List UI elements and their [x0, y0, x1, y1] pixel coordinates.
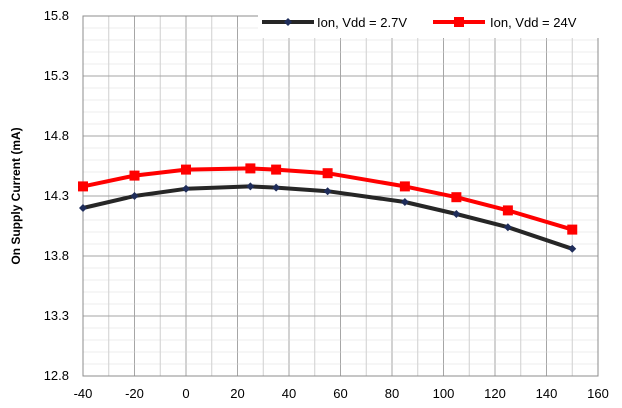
series-2 [78, 163, 578, 235]
y-axis-label: On Supply Current (mA) [9, 127, 23, 264]
legend-label: Ion, Vdd = 2.7V [317, 15, 407, 30]
x-tick-label: 140 [536, 386, 558, 401]
data-point [567, 224, 578, 235]
data-point [503, 223, 512, 232]
data-point [399, 181, 410, 192]
series-group [78, 163, 578, 253]
data-point [129, 170, 140, 181]
data-point [400, 198, 409, 206]
y-tick-label: 14.3 [44, 188, 69, 203]
data-point [246, 182, 255, 191]
data-point [454, 17, 464, 27]
y-tick-label: 12.8 [44, 368, 69, 383]
grid-lines [82, 15, 599, 377]
series-1 [79, 182, 577, 253]
x-tick-label: 160 [587, 386, 609, 401]
data-point [245, 163, 256, 174]
y-tick-label: 13.3 [44, 308, 69, 323]
data-point [451, 192, 462, 203]
data-point [271, 164, 282, 175]
x-tick-label: 60 [333, 386, 347, 401]
data-point [182, 184, 190, 193]
data-point [78, 181, 88, 192]
x-tick-label: 40 [282, 386, 296, 401]
y-tick-label: 15.8 [44, 8, 69, 23]
series-line [82, 184, 573, 251]
x-tick-label: 100 [433, 386, 455, 401]
data-point [452, 210, 461, 218]
data-point [272, 183, 281, 192]
data-point [79, 204, 87, 212]
x-tick-label: -20 [125, 386, 144, 401]
data-point [502, 205, 513, 216]
tick-labels: -40 -20 0 20 40 60 80 100 120 140 160 12.8 13.3 13.8 1… [44, 8, 609, 401]
legend: Ion, Vdd = 2.7V Ion, Vdd = 24V [258, 8, 614, 38]
x-tick-label: 0 [182, 386, 189, 401]
x-tick-label: 120 [484, 386, 506, 401]
series-line [82, 166, 573, 232]
y-tick-label: 15.3 [44, 68, 69, 83]
legend-label: Ion, Vdd = 24V [490, 15, 577, 30]
data-point [181, 164, 191, 175]
x-tick-label: -40 [74, 386, 93, 401]
data-point [323, 187, 332, 196]
data-point [284, 18, 292, 26]
x-tick-label: 20 [230, 386, 244, 401]
data-point [130, 192, 139, 200]
data-point [322, 168, 333, 179]
y-tick-label: 13.8 [44, 248, 69, 263]
y-tick-label: 14.8 [44, 128, 69, 143]
x-tick-label: 80 [385, 386, 399, 401]
data-point [568, 244, 577, 253]
